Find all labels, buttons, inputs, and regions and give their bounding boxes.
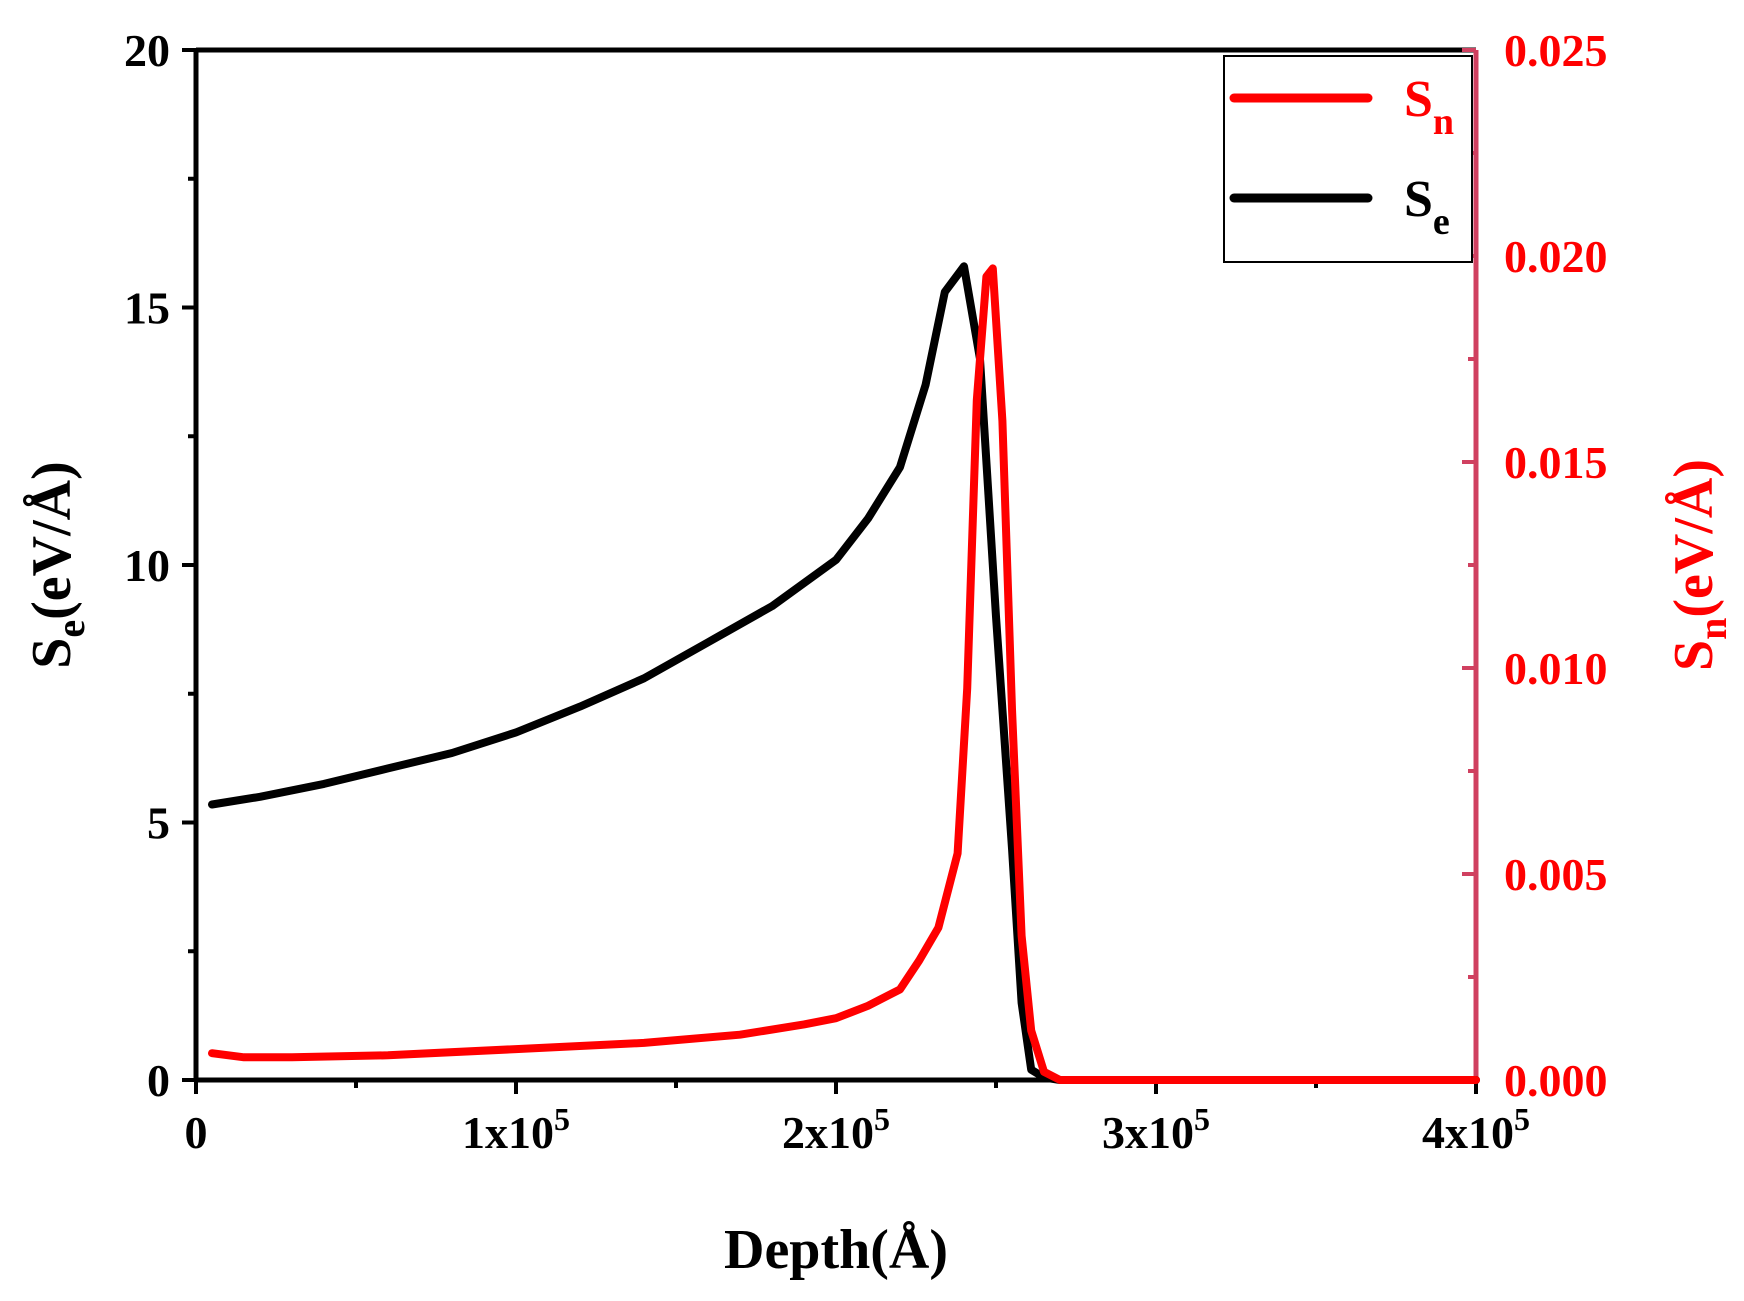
- left-y-tick-label: 5: [147, 798, 170, 849]
- left-y-tick-label: 10: [124, 540, 170, 591]
- left-y-tick-label: 20: [124, 25, 170, 76]
- right-y-tick-label: 0.005: [1504, 849, 1608, 900]
- right-y-tick-label: 0.015: [1504, 437, 1608, 488]
- labels-layer: 0 1x105 2x105 3x105 4x105 0 5 10 15 20 0.000 0.005 0…: [21, 25, 1735, 1281]
- x-tick-label: 0: [185, 1107, 208, 1158]
- x-axis-title: Depth(Å): [724, 1219, 948, 1281]
- right-y-tick-label: 0.000: [1504, 1055, 1608, 1106]
- right-y-tick-label: 0.010: [1504, 643, 1608, 694]
- left-y-tick-label: 15: [124, 283, 170, 334]
- x-tick-label: 1x105: [462, 1101, 570, 1158]
- x-tick-label: 3x105: [1102, 1101, 1210, 1158]
- legend-label-se: Se: [1404, 171, 1450, 243]
- left-y-axis-title: Se(eV/Å): [21, 461, 93, 669]
- left-y-tick-label: 0: [147, 1055, 170, 1106]
- legend: Sn Se: [1223, 55, 1473, 263]
- series-line-sn: [208, 264, 1480, 1084]
- right-y-tick-label: 0.020: [1504, 231, 1608, 282]
- x-tick-label: 2x105: [782, 1101, 890, 1158]
- x-tick-label: 4x105: [1422, 1101, 1530, 1158]
- series-line-se: [208, 262, 1480, 1084]
- right-y-tick-label: 0.025: [1504, 25, 1608, 76]
- series-layer: [208, 262, 1480, 1084]
- legend-box: [1223, 55, 1473, 263]
- legend-label-sn: Sn: [1404, 71, 1454, 143]
- right-y-axis-title: Sn(eV/Å): [1663, 459, 1735, 671]
